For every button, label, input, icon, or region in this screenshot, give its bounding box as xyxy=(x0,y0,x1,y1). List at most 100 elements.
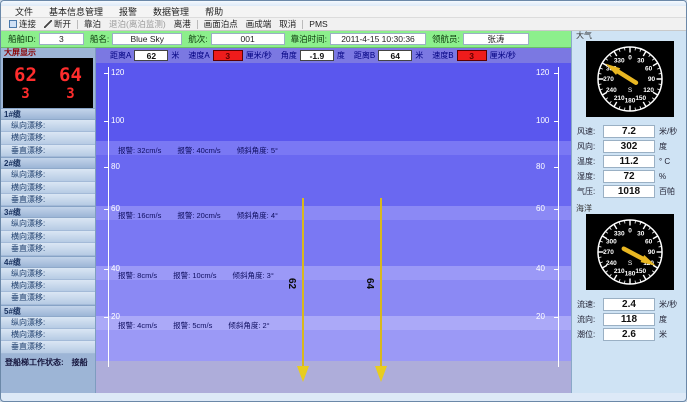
info-field-value-2[interactable]: 001 xyxy=(210,33,285,45)
metric-value-2: -1.9 xyxy=(299,50,334,61)
plot-zone xyxy=(96,141,571,155)
cable-drift-row-4-1[interactable]: 横向漂移: xyxy=(1,329,95,342)
cable-drift-row-3-0[interactable]: 纵向漂移: xyxy=(1,267,95,280)
metric-value-1: 3 xyxy=(212,50,243,61)
alarm-warn: 报警: 8cm/s xyxy=(118,271,158,280)
plot-zone xyxy=(96,316,571,330)
svg-text:270: 270 xyxy=(603,249,614,256)
led-display: 62 64 3 3 xyxy=(3,58,93,108)
gangway-status-label: 登船梯工作状态: xyxy=(5,357,64,367)
toolbar-button-4[interactable]: 离港 xyxy=(170,18,195,30)
metric-label-4: 速度B xyxy=(432,51,454,60)
svg-text:120: 120 xyxy=(643,87,654,94)
svg-text:330: 330 xyxy=(614,58,625,65)
alarm-alarm: 报警: 5cm/s xyxy=(173,321,213,330)
toolbar-button-1[interactable]: 断开 xyxy=(40,18,75,30)
menu-item-4[interactable]: 帮助 xyxy=(205,7,224,17)
menu-item-2[interactable]: 报警 xyxy=(119,7,138,17)
cable-group-header-4[interactable]: 5#缆 xyxy=(1,304,95,317)
gauge-wrap: 0306090120150180210240270300330S xyxy=(586,41,674,122)
info-field-label-0: 船舶ID: xyxy=(8,34,36,44)
cable-drift-row-0-0[interactable]: 纵向漂移: xyxy=(1,120,95,133)
cable-drift-row-4-2[interactable]: 垂直漂移: xyxy=(1,341,95,354)
cable-drift-row-0-2[interactable]: 垂直漂移: xyxy=(1,144,95,158)
cable-group-header-2[interactable]: 3#缆 xyxy=(1,206,95,219)
svg-text:150: 150 xyxy=(635,268,646,275)
toolbar-separator xyxy=(77,19,79,29)
alarm-threshold-text-0: 报警: 32cm/s 报警: 40cm/s 倾斜角度: 5° xyxy=(118,145,278,156)
info-field-value-4[interactable]: 张涛 xyxy=(462,33,529,45)
toolbar-button-label: 连接 xyxy=(19,19,37,29)
toolbar-button-label: 离港 xyxy=(173,19,191,29)
metric-unit-0: 米 xyxy=(171,51,180,60)
svg-text:330: 330 xyxy=(614,231,625,238)
axis-tick xyxy=(554,269,558,270)
axis-label-left: 20 xyxy=(111,312,120,321)
info-field-value-1[interactable]: Blue Sky xyxy=(112,33,183,45)
toolbar-button-0[interactable]: 连接 xyxy=(5,18,40,30)
axis-label-left: 100 xyxy=(111,116,125,125)
svg-text:210: 210 xyxy=(614,268,625,275)
metric-value-0: 62 xyxy=(134,50,169,61)
svg-text:210: 210 xyxy=(614,95,625,102)
env-field-unit: ° C xyxy=(659,157,671,166)
env-field-unit: 米/秒 xyxy=(659,300,678,309)
toolbar-button-7[interactable]: 取消 xyxy=(275,18,300,30)
cable-drift-row-1-2[interactable]: 垂直漂移: xyxy=(1,193,95,207)
env-field-unit: 度 xyxy=(659,315,667,324)
cable-drift-row-4-0[interactable]: 纵向漂移: xyxy=(1,316,95,330)
env-field-1-0: 流速: 2.4 米/秒 xyxy=(572,297,686,312)
toolbar-button-8[interactable]: PMS xyxy=(305,19,331,29)
cable-group-header-0[interactable]: 1#缆 xyxy=(1,108,95,120)
alarm-warn: 报警: 16cm/s xyxy=(118,211,162,220)
alarm-warn: 报警: 32cm/s xyxy=(118,146,162,155)
title-bar xyxy=(1,1,686,6)
alarm-alarm: 报警: 10cm/s xyxy=(173,271,217,280)
cable-drift-row-1-0[interactable]: 纵向漂移: xyxy=(1,169,95,182)
info-field-label-1: 船名: xyxy=(89,34,110,44)
menu-bar: 文件 基本信息管理 报警 数据管理 帮助 xyxy=(1,6,686,18)
env-field-unit: % xyxy=(659,172,667,181)
mooring-line-0 xyxy=(302,198,304,366)
menu-item-1[interactable]: 基本信息管理 xyxy=(49,7,104,17)
led-row-0: 62 64 xyxy=(3,64,93,86)
cable-drift-row-3-1[interactable]: 横向漂移: xyxy=(1,279,95,293)
axis-tick xyxy=(104,121,108,122)
toolbar-button-label: 靠泊 xyxy=(84,19,102,29)
menu-item-0[interactable]: 文件 xyxy=(15,7,34,17)
alarm-tilt: 倾斜角度: 5° xyxy=(236,146,279,155)
metric-label-3: 距离B xyxy=(353,51,376,60)
toolbar-button-2[interactable]: 靠泊 xyxy=(80,18,105,30)
cable-group-header-1[interactable]: 2#缆 xyxy=(1,157,95,170)
cable-drift-row-2-1[interactable]: 横向漂移: xyxy=(1,230,95,244)
alarm-tilt: 倾斜角度: 3° xyxy=(232,271,274,280)
env-field-0-1: 风向: 302 度 xyxy=(572,139,686,154)
cable-drift-row-2-0[interactable]: 纵向漂移: xyxy=(1,218,95,231)
toolbar-button-label: 取消 xyxy=(279,19,297,29)
svg-text:0: 0 xyxy=(628,228,632,235)
info-field-value-0[interactable]: 3 xyxy=(38,33,84,45)
left-axis xyxy=(108,67,109,367)
svg-text:240: 240 xyxy=(606,87,617,94)
svg-text:240: 240 xyxy=(606,260,617,267)
env-field-1-2: 潮位: 2.6 米 xyxy=(572,327,686,342)
axis-tick xyxy=(104,317,108,318)
svg-text:S: S xyxy=(628,260,633,267)
info-field-value-3[interactable]: 2011-4-15 10:30:36 xyxy=(330,33,426,45)
cable-drift-row-2-2[interactable]: 垂直漂移: xyxy=(1,243,95,256)
env-field-label: 湿度: xyxy=(577,172,596,181)
toolbar-button-5[interactable]: 画面泊点 xyxy=(200,18,242,30)
toolbar-button-6[interactable]: 画成端 xyxy=(242,18,276,30)
alarm-threshold-text-2: 报警: 8cm/s 报警: 10cm/s 倾斜角度: 3° xyxy=(118,270,274,281)
mooring-arrow-icon xyxy=(297,366,309,382)
mooring-distance-label-0: 62 xyxy=(286,277,298,290)
cable-drift-row-0-1[interactable]: 横向漂移: xyxy=(1,132,95,145)
info-field-label-4: 领航员: xyxy=(432,34,460,44)
svg-text:90: 90 xyxy=(648,76,656,83)
menu-item-3[interactable]: 数据管理 xyxy=(153,7,190,17)
toolbar-button-label: PMS xyxy=(309,19,328,29)
cable-group-header-3[interactable]: 4#缆 xyxy=(1,255,95,268)
cable-drift-row-3-2[interactable]: 垂直漂移: xyxy=(1,292,95,305)
cable-drift-row-1-1[interactable]: 横向漂移: xyxy=(1,181,95,194)
